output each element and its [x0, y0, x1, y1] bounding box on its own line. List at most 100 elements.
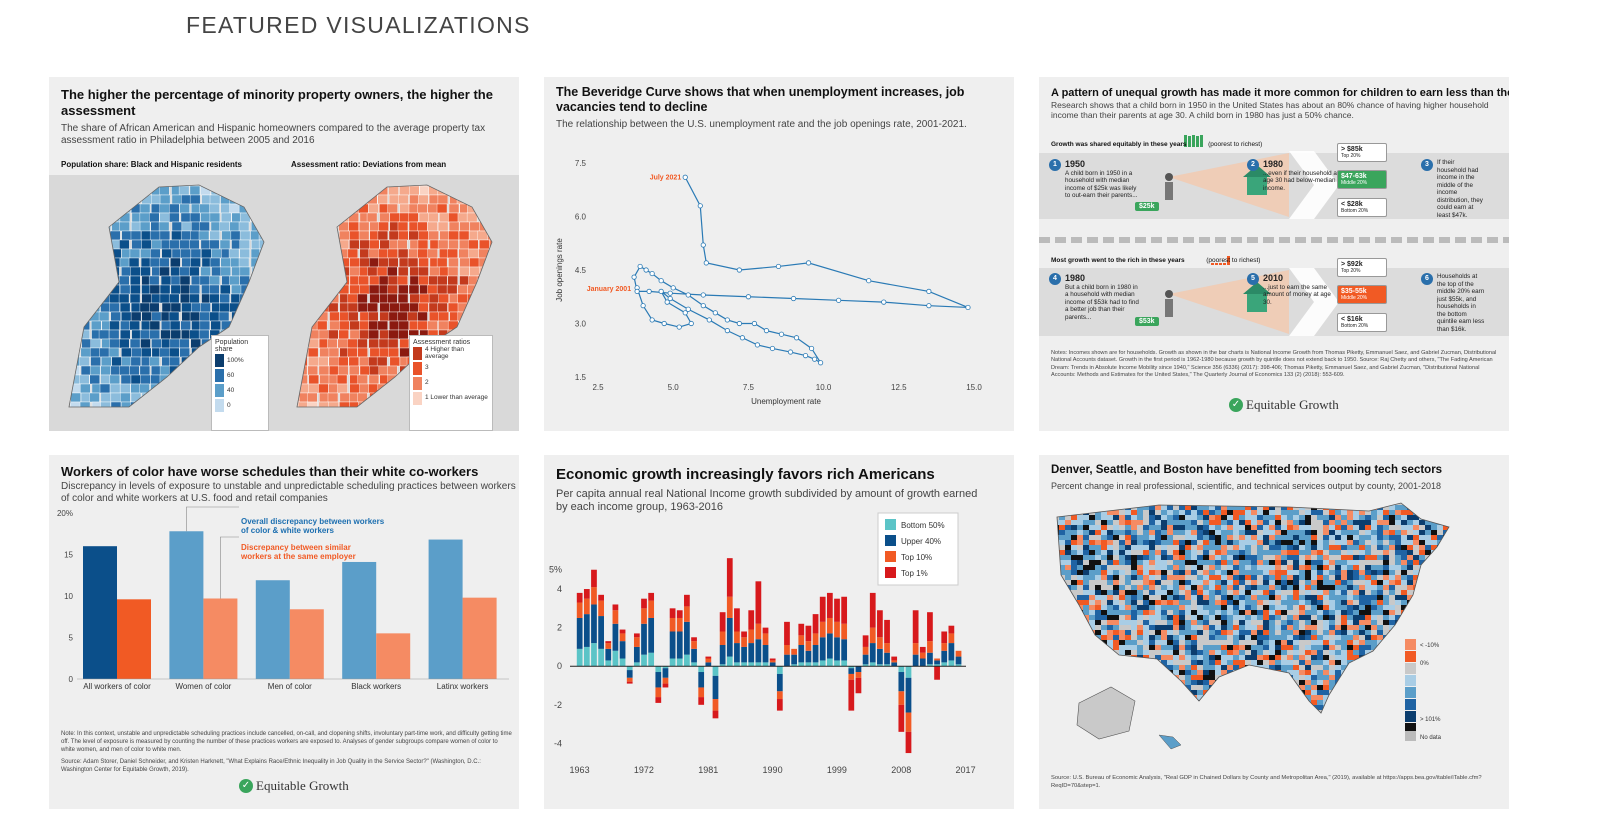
- county-cell: [1095, 605, 1101, 610]
- county-cell: [1071, 645, 1077, 650]
- county-cell: [1419, 610, 1425, 615]
- county-cell: [1419, 690, 1425, 695]
- x-tick-label: 5.0: [668, 383, 680, 392]
- card-beveridge-curve[interactable]: The Beveridge Curve shows that when unem…: [544, 77, 1014, 431]
- county-cell: [1305, 575, 1311, 580]
- county-cell: [1203, 555, 1209, 560]
- county-cell: [1317, 660, 1323, 665]
- county-cell: [1323, 510, 1329, 515]
- county-cell: [1419, 510, 1425, 515]
- county-cell: [1347, 665, 1353, 670]
- county-cell: [1107, 560, 1113, 565]
- county-cell: [1347, 590, 1353, 595]
- county-cell: [1057, 665, 1059, 670]
- county-cell: [1221, 705, 1227, 710]
- tract-cell: [89, 365, 101, 376]
- county-cell: [1173, 550, 1179, 555]
- card-economic-growth[interactable]: Economic growth increasingly favors rich…: [544, 455, 1014, 809]
- county-cell: [1239, 540, 1245, 545]
- county-cell: [1167, 700, 1173, 705]
- county-cell: [1329, 705, 1335, 710]
- county-cell: [1179, 710, 1185, 713]
- county-cell: [1257, 565, 1263, 570]
- county-cell: [1149, 655, 1155, 660]
- county-cell: [1227, 715, 1233, 720]
- county-cell: [1251, 515, 1257, 520]
- legend-swatch: [885, 519, 896, 530]
- county-cell: [1299, 585, 1305, 590]
- county-cell: [1275, 560, 1281, 565]
- county-cell: [1263, 650, 1269, 655]
- county-cell: [1239, 710, 1245, 713]
- county-cell: [1191, 540, 1197, 545]
- data-point: [637, 263, 643, 270]
- county-cell: [1083, 510, 1089, 515]
- county-cell: [1263, 705, 1269, 710]
- county-cell: [1263, 580, 1269, 585]
- county-cell: [1341, 710, 1347, 713]
- data-point: [634, 288, 640, 294]
- county-cell: [1347, 545, 1353, 550]
- county-cell: [1101, 595, 1107, 600]
- county-cell: [1449, 715, 1455, 720]
- county-cell: [1149, 650, 1155, 655]
- county-cell: [1161, 565, 1167, 570]
- county-cell: [1161, 655, 1167, 660]
- county-cell: [1107, 530, 1113, 535]
- county-cell: [1095, 535, 1101, 540]
- county-cell: [1167, 680, 1173, 685]
- county-cell: [1057, 655, 1059, 660]
- county-cell: [1443, 700, 1449, 705]
- county-cell: [1155, 585, 1161, 590]
- county-cell: [1335, 515, 1341, 520]
- tract-cell: [189, 185, 201, 196]
- card-workers-of-color[interactable]: Workers of color have worse schedules th…: [49, 455, 519, 809]
- county-cell: [1449, 655, 1455, 660]
- bar: [428, 539, 463, 679]
- card-unequal-growth[interactable]: A pattern of unequal growth has made it …: [1039, 77, 1509, 431]
- county-cell: [1419, 635, 1425, 640]
- tract-cell: [368, 203, 379, 214]
- county-cell: [1407, 560, 1413, 565]
- county-cell: [1419, 595, 1425, 600]
- bar-segment: [948, 643, 955, 661]
- county-cell: [1395, 670, 1401, 675]
- bar-segment: [691, 637, 697, 642]
- tract-cell: [159, 284, 171, 295]
- county-cell: [1353, 550, 1359, 555]
- bar-segment: [619, 658, 626, 667]
- county-cell: [1419, 555, 1425, 560]
- county-cell: [1299, 670, 1305, 675]
- county-cell: [1443, 675, 1449, 680]
- county-cell: [1245, 650, 1251, 655]
- tract-cell: [428, 293, 440, 304]
- card-tech-sectors[interactable]: Denver, Seattle, and Boston have benefit…: [1039, 455, 1509, 809]
- county-cell: [1311, 670, 1317, 675]
- county-cell: [1347, 625, 1353, 630]
- separator-dash: [1407, 237, 1418, 243]
- county-cell: [1329, 610, 1335, 615]
- county-cell: [1161, 610, 1167, 615]
- bar-segment: [805, 625, 812, 642]
- county-cell: [1431, 670, 1437, 675]
- card-subtitle: The share of African American and Hispan…: [61, 123, 486, 146]
- tract-cell: [409, 302, 420, 313]
- county-cell: [1347, 645, 1353, 650]
- tract-cell: [179, 266, 190, 277]
- county-cell: [1269, 570, 1275, 575]
- county-cell: [1191, 655, 1197, 660]
- county-cell: [1071, 640, 1077, 645]
- county-cell: [1137, 630, 1143, 635]
- county-cell: [1305, 645, 1311, 650]
- county-cell: [1179, 515, 1185, 520]
- county-cell: [1275, 665, 1281, 670]
- county-cell: [1335, 705, 1341, 710]
- county-cell: [1185, 640, 1191, 645]
- tract-cell: [170, 302, 182, 313]
- card-philadelphia-assessment[interactable]: The higher the percentage of minority pr…: [49, 77, 519, 431]
- county-cell: [1365, 560, 1371, 565]
- county-cell: [1383, 715, 1389, 720]
- county-cell: [1209, 510, 1215, 515]
- county-cell: [1263, 535, 1269, 540]
- county-cell: [1233, 580, 1239, 585]
